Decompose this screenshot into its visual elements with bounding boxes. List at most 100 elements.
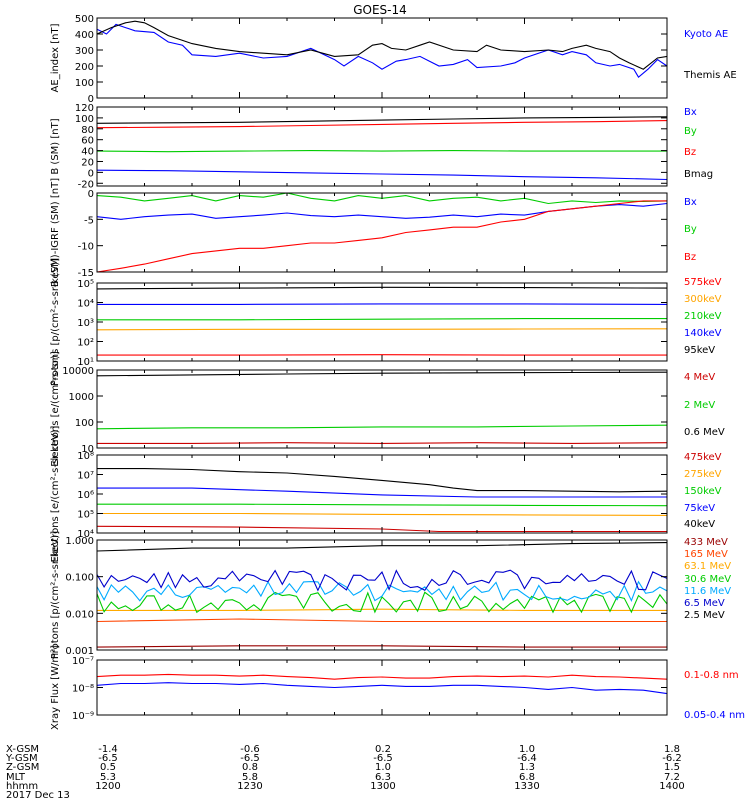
series-2-1: [96, 169, 668, 181]
series-1-1: [96, 23, 668, 79]
series-2-3: [96, 120, 668, 129]
legend-entry: 4 MeV: [684, 372, 715, 383]
footer-cell: 7.2: [664, 772, 680, 783]
legend-entry: 0.6 MeV: [684, 427, 725, 438]
legend-entry: 75keV: [684, 503, 715, 514]
footer-row-label: 2017 Dec 13: [6, 790, 70, 800]
footer-row-label: hhmm: [6, 781, 38, 792]
y-tick-label: 10⁸: [77, 451, 94, 462]
y-tick-label: 10⁻⁹: [72, 711, 94, 722]
y-tick-label: 40: [81, 147, 94, 158]
footer-row-label: X-GSM: [6, 744, 39, 755]
legend-entry: 11.6 MeV: [684, 586, 731, 597]
footer-cell: 1300: [370, 781, 395, 792]
series-5-2: [96, 424, 668, 430]
footer-cell: 1.5: [664, 762, 680, 773]
legend-entry: 475keV: [684, 452, 722, 463]
panel-frame: [96, 17, 668, 99]
footer-cell: -6.5: [240, 753, 260, 764]
y-axis-label: Xray Flux [W/m²]: [50, 645, 61, 730]
series-2-2: [96, 150, 667, 153]
panel-frame: [96, 192, 668, 273]
series-7-2: [96, 618, 667, 623]
panel-3: -15 -10 -5 0 B (SM)-IGRF (SM) [nT] Bx By Bz: [50, 178, 697, 287]
panel-frame: [96, 454, 668, 534]
footer-cell: 6.3: [375, 772, 391, 783]
panel-8: 10⁻⁹ 10⁻⁸ 10⁻⁷ Xray Flux [W/m²] 0.1-0.8 nm 0.…: [50, 645, 745, 730]
footer-cell: 1.8: [664, 744, 680, 755]
footer-cell: -0.6: [240, 744, 260, 755]
y-axis-label: AE_index [nT]: [50, 23, 61, 92]
footer-cell: 0.5: [100, 762, 116, 773]
plot-title: GOES-14: [353, 3, 407, 17]
series-4-2: [96, 328, 668, 331]
footer-cell: 1330: [514, 781, 539, 792]
y-tick-label: 10⁴: [77, 529, 94, 540]
series-4-3: [97, 318, 667, 321]
footer-cell: 5.3: [100, 772, 116, 783]
y-axis-label: Protons [p/(cm²-s-sr-keV)]: [50, 258, 61, 386]
legend-entry: 150keV: [684, 486, 722, 497]
y-tick-label: 400: [75, 30, 94, 41]
y-tick-label: -10: [78, 242, 94, 253]
panels: 0 100 200 300 400 500 AE_index [nT] Kyoto AE The…: [50, 14, 745, 730]
legend-entry: Bx: [684, 197, 697, 208]
y-tick-label: 300: [75, 46, 94, 57]
y-axis-label: Electrons [e/(cm²-s-sr-keV)]: [50, 425, 61, 562]
series-2-4: [96, 116, 668, 124]
y-tick-label: 10: [81, 444, 94, 455]
y-axis-label: Electrons [e/(cm²-s-sr)]: [50, 351, 61, 467]
y-tick-label: 120: [75, 103, 94, 114]
y-tick-label: 100: [75, 78, 94, 89]
footer-row-label: Z-GSM: [6, 762, 39, 773]
footer-cell: 1.0: [519, 744, 535, 755]
series-7-4: [96, 591, 668, 614]
y-tick-label: 60: [81, 136, 94, 147]
legend-entry: 30.6 MeV: [684, 574, 731, 585]
series-8-2: [96, 682, 668, 695]
y-tick-label: -20: [78, 179, 94, 190]
footer-cell: 6.8: [519, 772, 535, 783]
legend-entry: 140keV: [684, 328, 722, 339]
series-7-3: [97, 608, 667, 611]
panel-frame: [96, 659, 668, 716]
legend-entry: Themis AE: [683, 70, 737, 81]
series-6-2: [97, 512, 668, 516]
series-6-3: [97, 503, 668, 507]
series-4-4: [97, 303, 668, 305]
y-axis-label: Protons [p/(cm²-s-sr-keV)]: [50, 531, 61, 659]
y-tick-label: 500: [75, 14, 94, 25]
series-6-1: [96, 525, 667, 533]
legend-entry: Bmag: [684, 169, 713, 180]
footer-cell: -1.4: [98, 744, 118, 755]
y-tick-label: 10²: [77, 338, 94, 349]
panel-frame: [96, 539, 668, 651]
y-tick-label: 20: [81, 157, 94, 168]
series-6-5: [97, 468, 668, 493]
series-1-2: [96, 20, 668, 70]
footer-cell: 0.8: [242, 762, 258, 773]
panel-frame: [96, 369, 668, 449]
panel-1: 0 100 200 300 400 500 AE_index [nT] Kyoto AE The…: [50, 14, 737, 105]
legend-entry: 575keV: [684, 277, 722, 288]
series-6-4: [97, 487, 667, 498]
legend-entry: 165 MeV: [684, 549, 728, 560]
y-tick-label: 0: [88, 189, 94, 200]
series-3-3: [96, 200, 667, 273]
y-tick-label: 10⁴: [77, 299, 94, 310]
panel-4: 10¹ 10² 10³ 10⁴ 10⁵ Protons [p/(cm²-s-sr-keV)…: [50, 258, 722, 386]
legend-entry: Bx: [684, 107, 697, 118]
y-tick-label: 10⁻⁸: [72, 684, 94, 695]
footer-cell: -6.5: [373, 753, 393, 764]
legend-entry: 275keV: [684, 469, 722, 480]
legend-entry: 0.05-0.4 nm: [684, 710, 745, 721]
y-tick-label: 200: [75, 62, 94, 73]
legend-entry: Kyoto AE: [684, 29, 728, 40]
legend-entry: 2.5 MeV: [684, 610, 725, 621]
y-axis-label: B (SM) [nT]: [50, 118, 61, 174]
y-tick-label: 10⁵: [77, 279, 94, 290]
legend-entry: 210keV: [684, 311, 722, 322]
y-tick-label: 10⁻⁷: [72, 656, 94, 667]
panel-7: 0.001 0.010 0.100 1.000 Protons [p/(cm²-s-sr…: [50, 531, 731, 659]
